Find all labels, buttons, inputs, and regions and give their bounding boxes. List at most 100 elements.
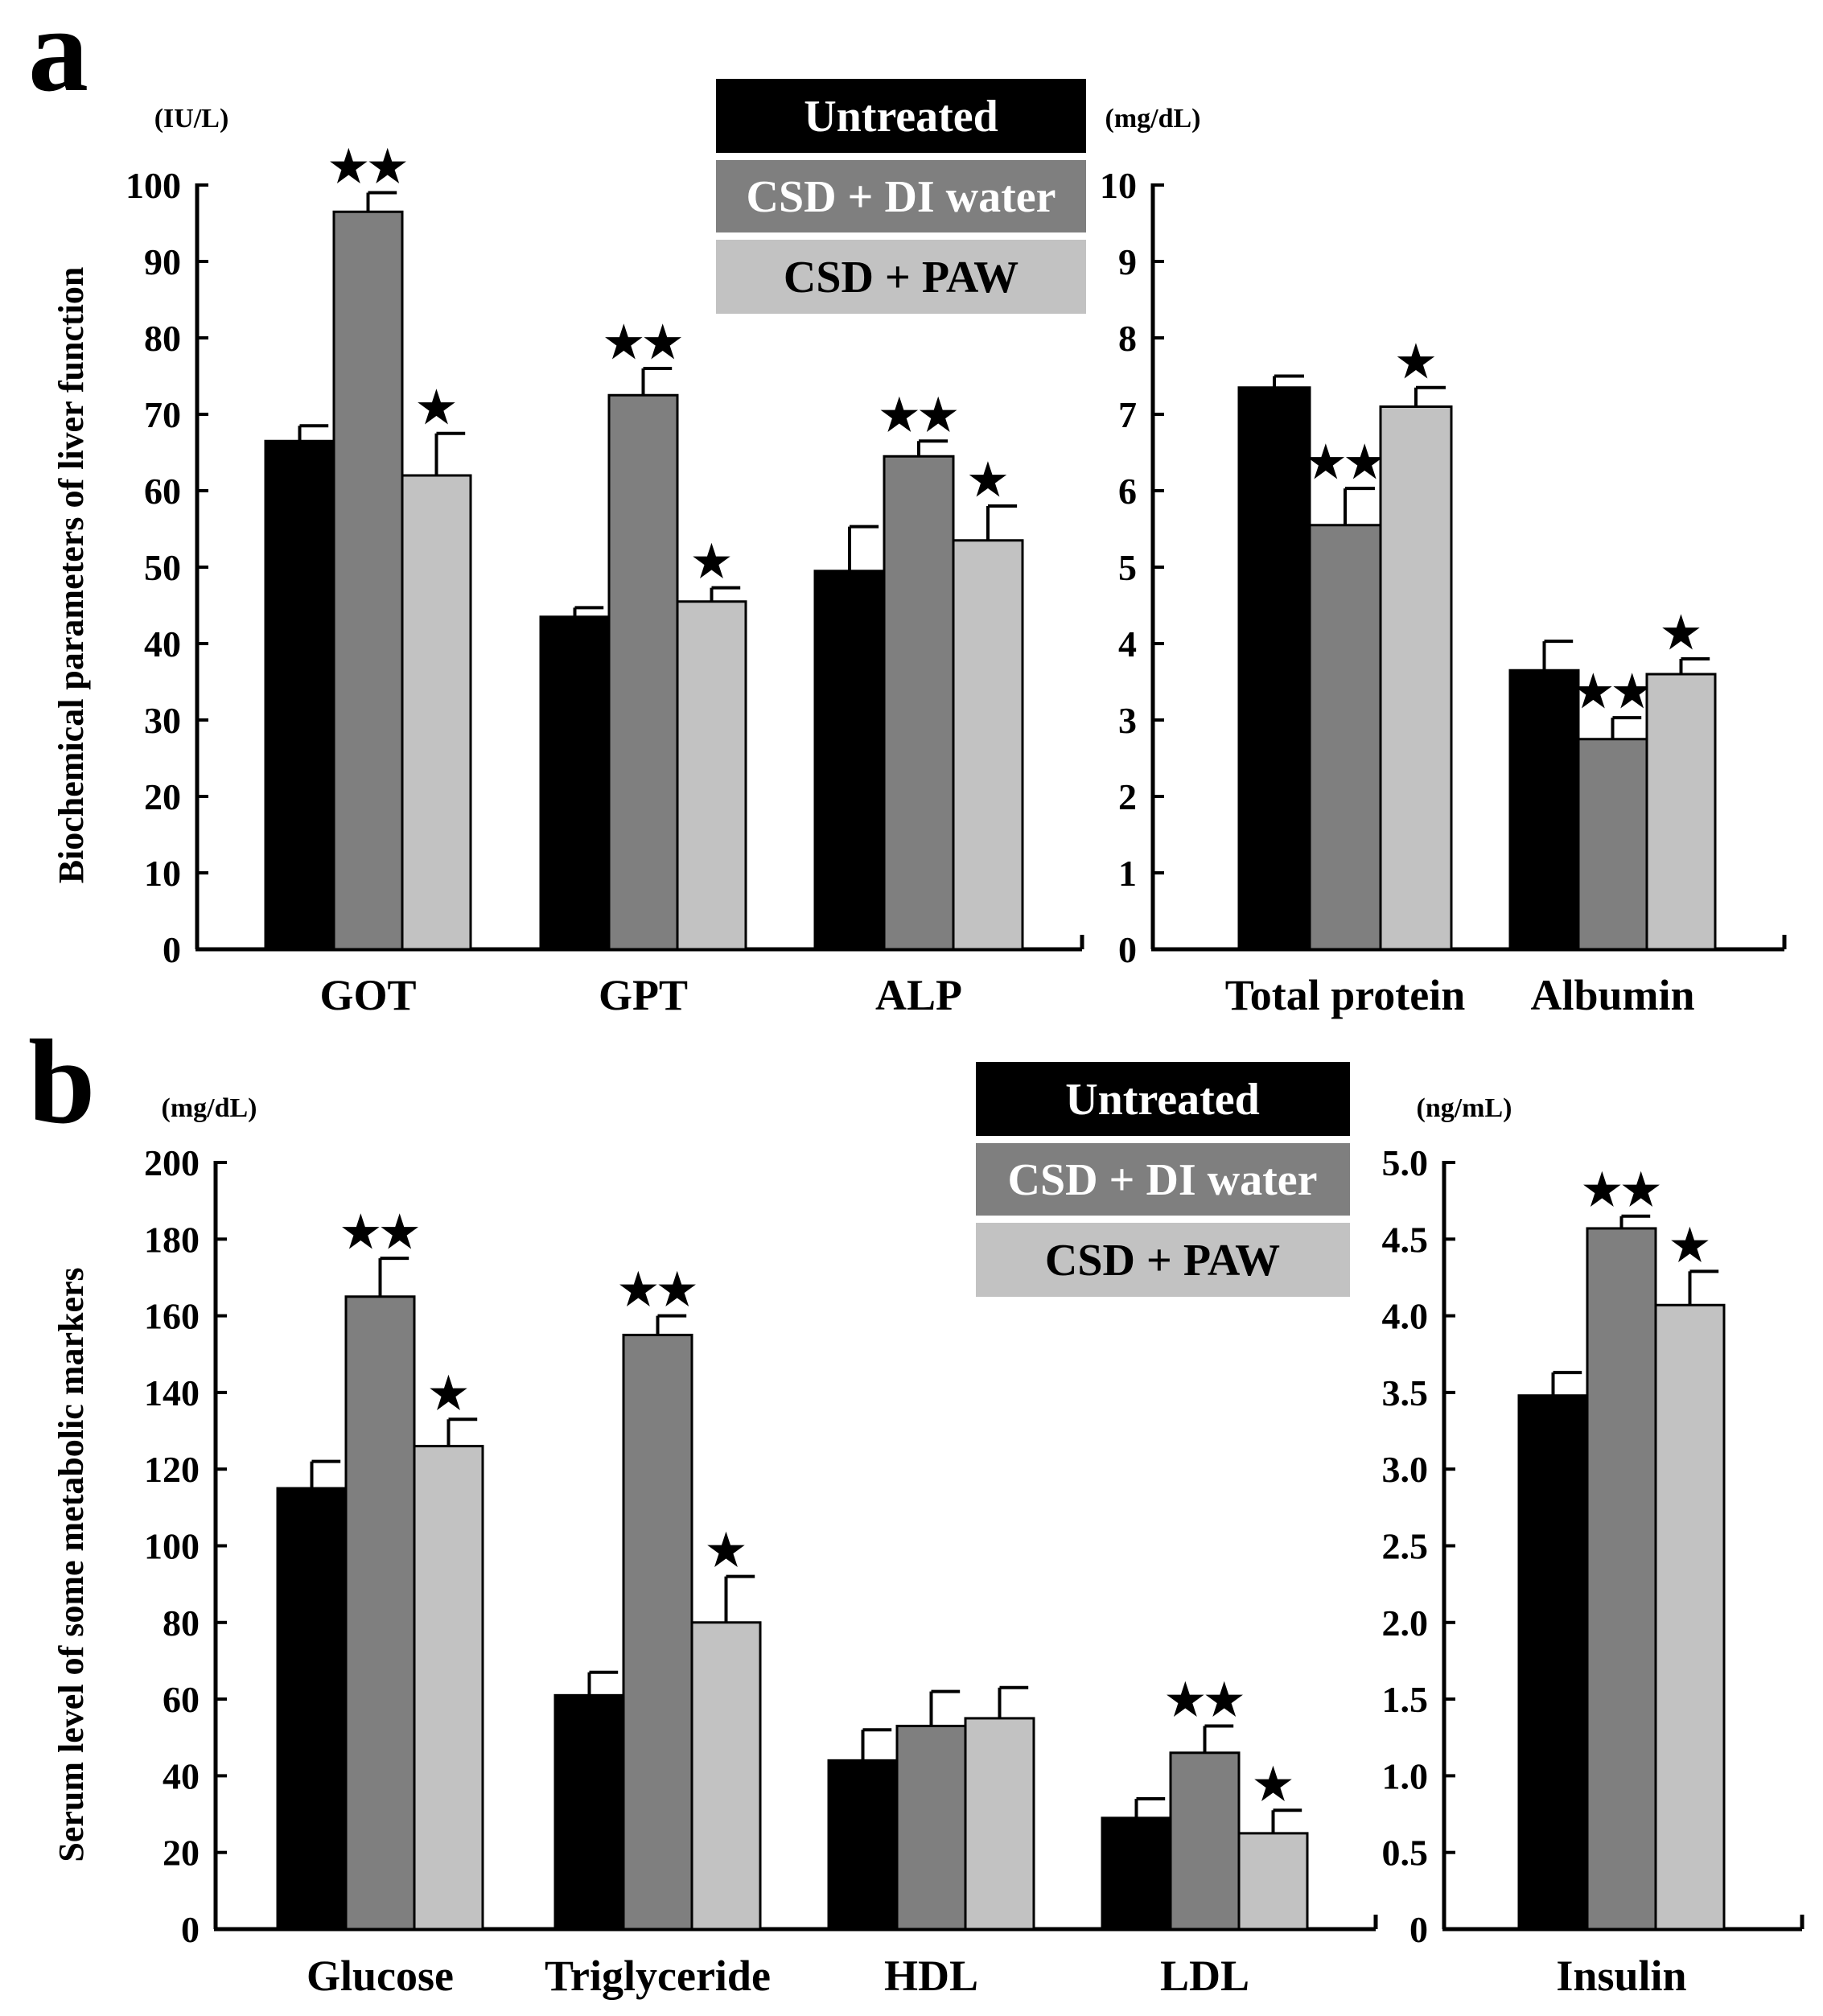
bar-alp-di-water xyxy=(883,455,955,951)
y-tick-label: 10 xyxy=(1100,165,1137,206)
legend-a-paw-swatch xyxy=(716,240,1086,314)
y-tick-label: 8 xyxy=(1118,318,1137,359)
legend-b-paw-swatch xyxy=(976,1223,1350,1297)
bar-got-paw-significance-stars: ★ xyxy=(417,384,455,432)
bar-alp-di-water-significance-stars: ★★ xyxy=(880,391,958,439)
bar-albumin-paw-significance-stars: ★ xyxy=(1661,609,1700,657)
bar-alp-paw-significance-stars: ★ xyxy=(969,456,1007,504)
bar-albumin-di-water-significance-stars: ★★ xyxy=(1574,668,1652,716)
x-category-label-alp: ALP xyxy=(875,971,962,1019)
bar-total-protein-paw-significance-stars: ★ xyxy=(1397,338,1435,386)
bar-gpt-di-water xyxy=(607,393,679,951)
x-category-label-hdl: HDL xyxy=(884,1952,978,2000)
y-tick-label: 0 xyxy=(1409,1909,1428,1950)
legend-b: Untreated CSD + DI water CSD + PAW xyxy=(976,1062,1350,1297)
y-tick-label: 140 xyxy=(144,1372,200,1413)
bar-gpt-paw xyxy=(676,600,747,951)
bar-got-di-water xyxy=(332,210,404,951)
bar-ldl-untreated xyxy=(1101,1816,1172,1931)
y-tick-label: 100 xyxy=(144,1526,200,1567)
y-tick-label: 100 xyxy=(126,165,181,206)
bar-ldl-paw xyxy=(1237,1832,1309,1931)
legend-b-di-water-swatch xyxy=(976,1143,1350,1216)
y-tick-label: 2.0 xyxy=(1382,1603,1429,1644)
y-tick-label: 3 xyxy=(1118,700,1137,741)
bar-total-protein-paw xyxy=(1379,405,1453,951)
x-category-label-insulin: Insulin xyxy=(1556,1952,1686,2000)
bar-ldl-di-water-significance-stars: ★★ xyxy=(1166,1676,1244,1724)
y-tick-label: 5.0 xyxy=(1382,1142,1429,1183)
unit-label-a2: (mg/dL) xyxy=(1105,104,1201,134)
legend-a-untreated-swatch xyxy=(716,79,1086,153)
legend-a-di-water-swatch xyxy=(716,160,1086,232)
bar-hdl-untreated xyxy=(827,1759,899,1931)
y-tick-label: 50 xyxy=(144,547,181,588)
y-tick-label: 70 xyxy=(144,394,181,435)
y-tick-label: 60 xyxy=(163,1679,200,1720)
unit-label-b1: (mg/dL) xyxy=(162,1093,257,1123)
bar-insulin-di-water-significance-stars: ★★ xyxy=(1582,1166,1660,1215)
bar-glucose-untreated xyxy=(276,1487,348,1931)
bar-glucose-paw xyxy=(413,1445,484,1931)
y-tick-label: 10 xyxy=(144,853,181,894)
bar-triglyceride-paw-significance-stars: ★ xyxy=(706,1527,745,1575)
x-category-label-albumin: Albumin xyxy=(1530,971,1694,1019)
y-axis-title-a: Biochemical parameters of liver function xyxy=(51,267,91,884)
bar-ldl-di-water xyxy=(1169,1751,1241,1931)
y-tick-label: 160 xyxy=(144,1296,200,1337)
legend-b-paw-label: CSD + PAW xyxy=(1045,1236,1280,1286)
y-tick-label: 180 xyxy=(144,1219,200,1260)
y-tick-label: 4.5 xyxy=(1382,1219,1429,1260)
bar-insulin-di-water xyxy=(1586,1227,1657,1931)
y-tick-label: 2.5 xyxy=(1382,1526,1429,1567)
bar-insulin-untreated xyxy=(1517,1394,1589,1931)
legend-a-di-water-label: CSD + DI water xyxy=(747,172,1056,222)
bar-alp-paw xyxy=(952,539,1024,951)
x-category-label-total-protein: Total protein xyxy=(1225,971,1466,1019)
unit-label-a1: (IU/L) xyxy=(154,104,229,134)
y-tick-label: 60 xyxy=(144,471,181,512)
bar-alp-untreated xyxy=(813,570,886,951)
chart-b-metabolic-markers: 020406080100120140160180200Glucose★★★Tri… xyxy=(144,1142,1378,2000)
bar-albumin-untreated xyxy=(1508,669,1580,951)
y-tick-label: 3.0 xyxy=(1382,1449,1429,1490)
bar-glucose-paw-significance-stars: ★ xyxy=(429,1369,467,1417)
panel-label-a: a xyxy=(28,0,88,117)
bar-triglyceride-paw xyxy=(690,1621,762,1931)
y-tick-label: 0.5 xyxy=(1382,1833,1429,1874)
y-tick-label: 9 xyxy=(1118,241,1137,282)
bar-albumin-di-water xyxy=(1577,738,1648,951)
y-tick-label: 30 xyxy=(144,700,181,741)
unit-label-b2: (ng/mL) xyxy=(1417,1093,1512,1123)
y-tick-label: 1.0 xyxy=(1382,1755,1429,1796)
y-tick-label: 200 xyxy=(144,1142,200,1183)
y-tick-label: 2 xyxy=(1118,776,1137,817)
bar-gpt-untreated xyxy=(539,615,611,951)
y-axis-title-b: Serum level of some metabolic markers xyxy=(51,1267,91,1862)
y-tick-label: 0 xyxy=(1118,929,1137,970)
y-tick-label: 4 xyxy=(1118,623,1137,664)
y-tick-label: 1.5 xyxy=(1382,1679,1429,1720)
y-tick-label: 0 xyxy=(181,1909,200,1950)
chart-b-insulin: 0 0.5 1.0 1.5 2.0 2.5 3.0 3.5 4.0 4.5 5.0 Insulin ★★… xyxy=(1382,1142,1804,2000)
y-tick-label: 120 xyxy=(144,1449,200,1490)
y-tick-label: 1 xyxy=(1118,853,1137,894)
legend-b-untreated-swatch xyxy=(976,1062,1350,1136)
bar-albumin-paw xyxy=(1645,673,1717,951)
y-tick-label: 6 xyxy=(1118,471,1137,512)
legend-a-paw-label: CSD + PAW xyxy=(784,253,1018,302)
x-category-label-glucose: Glucose xyxy=(307,1952,454,2000)
bar-triglyceride-untreated xyxy=(553,1693,625,1931)
bar-got-di-water-significance-stars: ★★ xyxy=(329,143,407,191)
bar-hdl-di-water xyxy=(895,1724,967,1931)
y-tick-label: 80 xyxy=(144,318,181,359)
legend-b-untreated-label: Untreated xyxy=(1065,1075,1260,1125)
x-category-label-gpt: GPT xyxy=(599,971,688,1019)
y-tick-label: 90 xyxy=(144,241,181,282)
bar-got-untreated xyxy=(264,439,335,951)
bar-got-paw xyxy=(401,474,472,951)
legend-a-untreated-label: Untreated xyxy=(804,92,998,142)
bar-total-protein-di-water-significance-stars: ★★ xyxy=(1307,438,1385,487)
